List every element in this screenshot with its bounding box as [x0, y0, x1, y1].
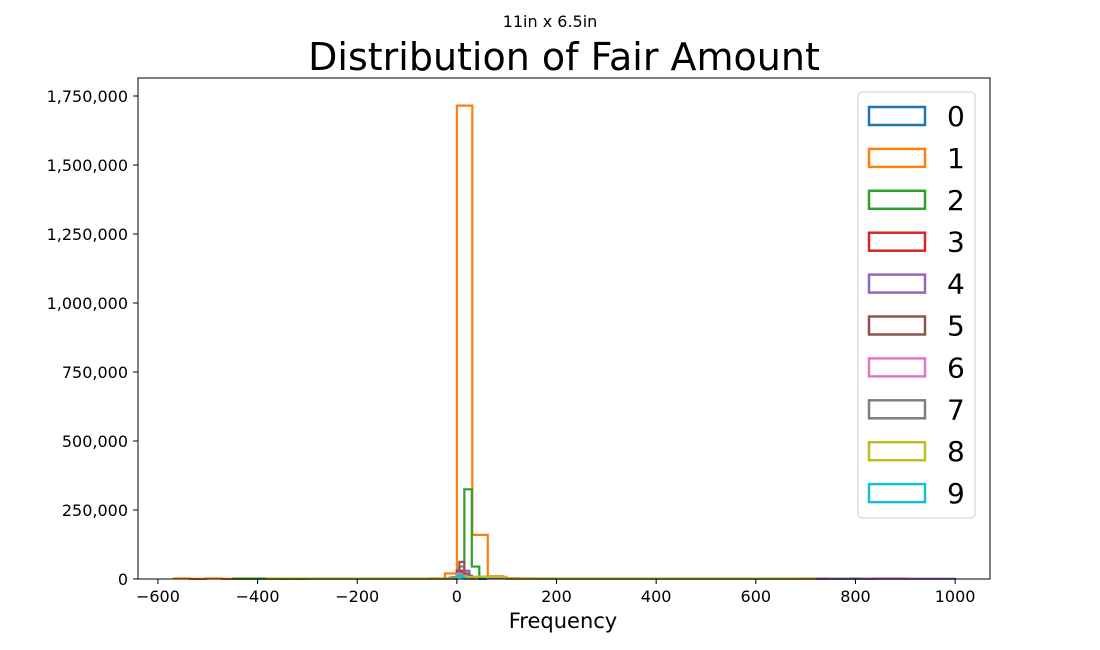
legend-label-2: 2	[947, 184, 965, 217]
x-tick-label: 800	[840, 587, 871, 606]
legend-swatch-8	[867, 440, 927, 462]
y-tick-label: 750,000	[62, 363, 128, 382]
x-tick-label: 400	[641, 587, 672, 606]
legend-swatch-3	[867, 231, 927, 252]
y-axis: 0 250,000 500,000 750,000 1,000,000 1,250,000…	[47, 87, 138, 589]
legend-swatch-4	[867, 273, 927, 294]
legend: 0 1 2 3 4 5 6 7 8 9	[857, 91, 976, 519]
legend-label-7: 7	[947, 393, 965, 426]
series-2-step	[231, 488, 862, 580]
y-tick-label: 250,000	[62, 501, 128, 520]
x-tick-label: 200	[541, 587, 572, 606]
legend-label-6: 6	[947, 351, 965, 384]
x-tick-label: 1000	[935, 587, 976, 606]
legend-label-8: 8	[947, 435, 965, 468]
legend-swatch-9	[867, 482, 927, 504]
y-tick-label: 1,000,000	[47, 294, 128, 313]
chart-title: Distribution of Fair Amount	[308, 35, 820, 79]
legend-label-9: 9	[947, 477, 965, 510]
legend-label-3: 3	[947, 226, 965, 259]
x-tick-label: 600	[741, 587, 772, 606]
y-tick-label: 500,000	[62, 432, 128, 451]
series-1-step	[172, 104, 906, 580]
legend-label-4: 4	[947, 268, 965, 301]
plot-frame	[137, 77, 991, 580]
legend-swatch-7	[867, 399, 927, 420]
legend-swatch-1	[867, 147, 927, 169]
legend-label-0: 0	[947, 100, 965, 133]
y-tick-label: 1,500,000	[47, 156, 128, 175]
series-layer	[172, 104, 957, 580]
x-tick-label: −400	[236, 587, 280, 606]
y-tick-label: 0	[118, 570, 128, 589]
legend-box	[857, 91, 976, 519]
legend-swatch-5	[867, 315, 927, 336]
x-tick-label: −600	[136, 587, 180, 606]
figure-suptitle: 11in x 6.5in	[503, 12, 598, 31]
legend-swatch-0	[867, 105, 927, 127]
x-axis: −600 −400 −200 0 200 400 600 800 1000	[136, 579, 976, 606]
legend-label-1: 1	[947, 142, 965, 175]
x-tick-label: 0	[452, 587, 462, 606]
x-tick-label: −200	[335, 587, 379, 606]
y-tick-label: 1,250,000	[47, 225, 128, 244]
legend-swatch-6	[867, 357, 927, 378]
legend-label-5: 5	[947, 310, 965, 343]
y-tick-label: 1,750,000	[47, 87, 128, 106]
legend-swatch-2	[867, 189, 927, 211]
x-axis-title: Frequency	[509, 609, 618, 633]
series-4-step	[306, 565, 957, 580]
